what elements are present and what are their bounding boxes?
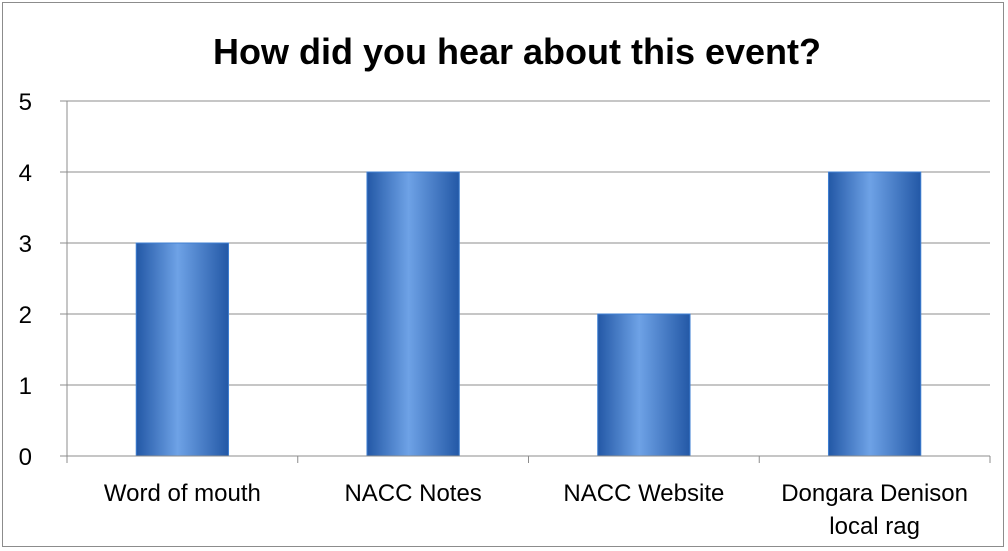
x-tick-label: Dongara Denison	[781, 480, 968, 507]
bar	[597, 313, 691, 457]
bar	[366, 171, 460, 457]
x-tick-label: NACC Notes	[344, 480, 481, 507]
y-tick-label: 5	[19, 89, 32, 116]
chart-title: How did you hear about this event?	[213, 31, 821, 72]
x-tick-label: Word of mouth	[104, 480, 261, 507]
x-tick-label: NACC Website	[563, 480, 724, 507]
y-tick-label: 0	[19, 444, 32, 471]
y-tick-label: 2	[19, 302, 32, 329]
bar	[827, 171, 922, 457]
x-tick-label: local rag	[829, 513, 920, 540]
bar	[135, 242, 230, 457]
y-tick-label: 4	[19, 160, 32, 187]
y-tick-label: 3	[19, 231, 32, 258]
y-tick-label: 1	[19, 373, 32, 400]
